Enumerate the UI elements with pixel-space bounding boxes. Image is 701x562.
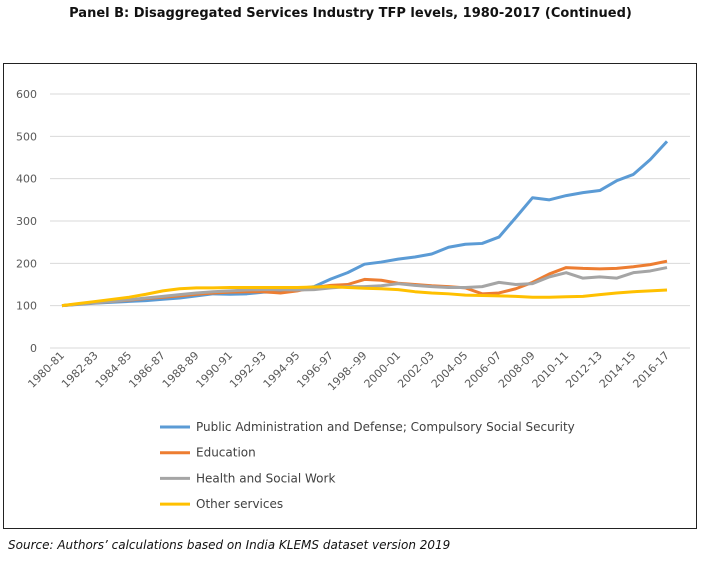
y-tick-label: 0: [30, 342, 37, 355]
legend-label: Education: [196, 446, 256, 460]
y-tick-label: 600: [16, 88, 37, 101]
series-line-0: [61, 140, 669, 308]
legend-label: Health and Social Work: [196, 471, 335, 485]
chart-frame: [3, 63, 697, 529]
chart-title: Panel B: Disaggregated Services Industry…: [69, 6, 632, 21]
legend-label: Public Administration and Defense; Compu…: [196, 420, 575, 434]
source-note: Source: Authors’ calculations based on I…: [8, 538, 451, 552]
x-tick-label: 2016-17: [630, 349, 672, 391]
y-tick-label: 300: [16, 215, 37, 228]
y-tick-label: 200: [16, 257, 37, 270]
series-line-1: [61, 259, 668, 308]
y-tick-label: 100: [16, 300, 37, 313]
y-tick-label: 400: [16, 173, 37, 186]
y-tick-label: 500: [16, 130, 37, 143]
legend-label: Other services: [196, 497, 283, 511]
